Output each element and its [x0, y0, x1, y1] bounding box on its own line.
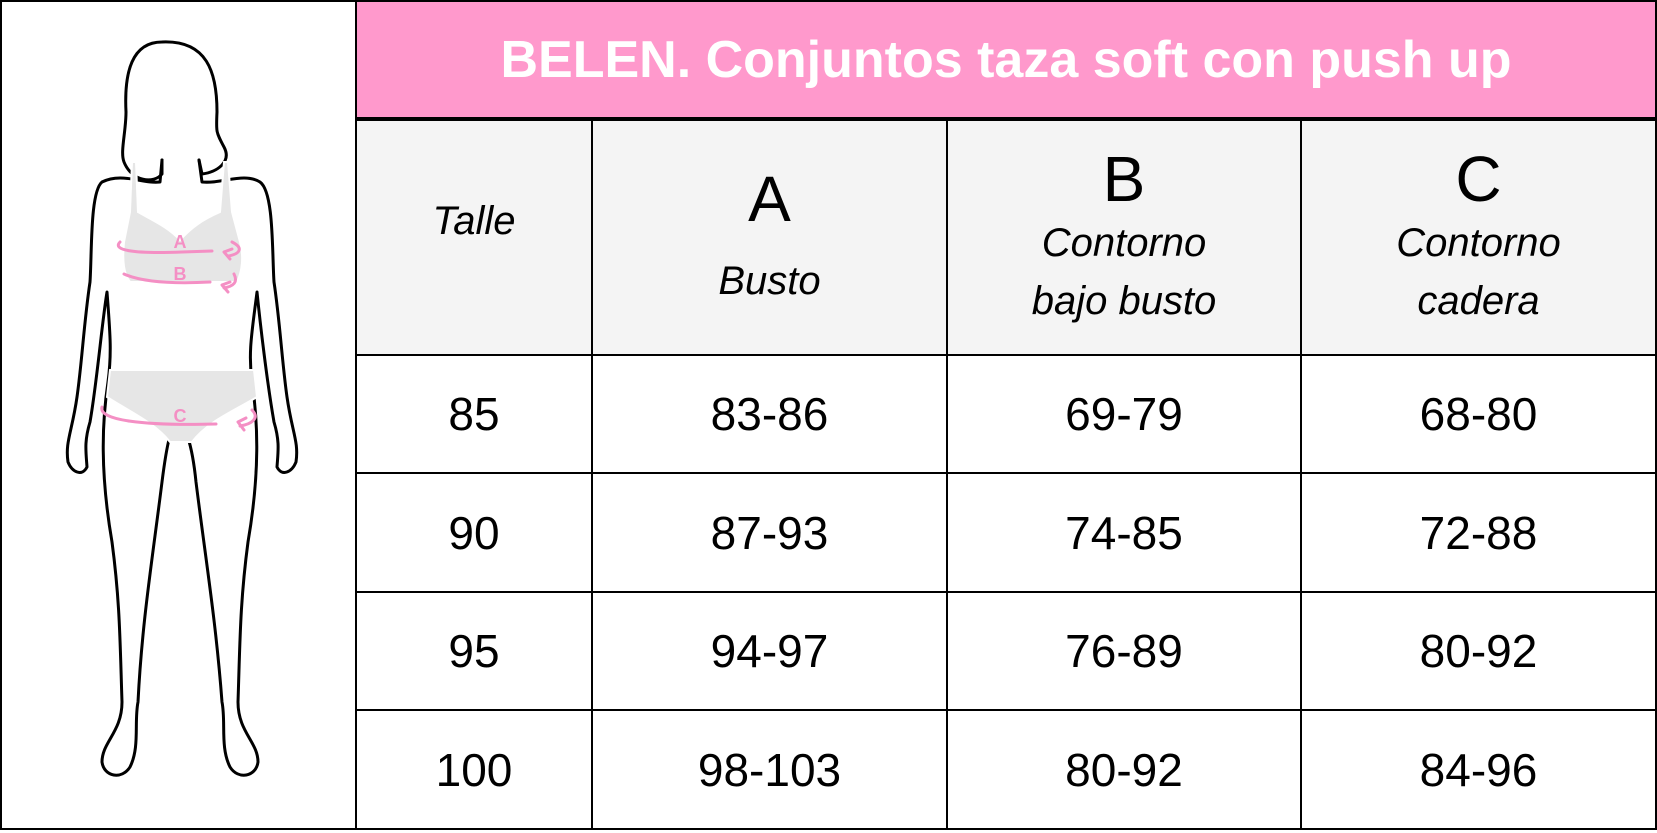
busto-cell: 98-103 [591, 709, 948, 828]
bajo-busto-cell: 76-89 [946, 590, 1302, 712]
busto-cell: 83-86 [591, 353, 948, 475]
cadera-cell: 84-96 [1300, 709, 1655, 828]
busto-cell: 87-93 [591, 472, 948, 593]
cadera-cell: 68-80 [1300, 353, 1655, 475]
column-letter: B [1102, 143, 1146, 216]
size-table: Talle A Busto B Contorno bajo busto C Co… [357, 119, 1655, 828]
column-label: Contorno [1041, 221, 1207, 266]
column-header-talle: Talle [357, 119, 593, 356]
table-row: 95 94-97 76-89 80-92 [357, 590, 1655, 712]
bajo-busto-cell: 80-92 [946, 709, 1302, 828]
column-label: cadera [1417, 279, 1540, 324]
table-row: 90 87-93 74-85 72-88 [357, 472, 1655, 593]
marker-c-label: C [174, 406, 187, 426]
column-label: bajo busto [1031, 279, 1217, 324]
column-label: Contorno [1396, 221, 1561, 266]
marker-b-label: B [174, 264, 187, 284]
column-letter: A [748, 163, 791, 236]
cadera-cell: 80-92 [1300, 590, 1655, 712]
column-label: Busto [718, 259, 821, 304]
bajo-busto-cell: 69-79 [946, 353, 1302, 475]
column-header-bajo-busto: B Contorno bajo busto [946, 119, 1302, 356]
size-cell: 100 [357, 709, 593, 828]
chart-title: BELEN. Conjuntos taza soft con push up [500, 30, 1512, 89]
column-label: Talle [432, 198, 516, 243]
cadera-cell: 72-88 [1300, 472, 1655, 593]
size-cell: 95 [357, 590, 593, 712]
table-row: 100 98-103 80-92 84-96 [357, 709, 1655, 828]
marker-a-label: A [174, 232, 187, 252]
column-header-row: Talle A Busto B Contorno bajo busto C Co… [357, 119, 1655, 356]
column-header-cadera: C Contorno cadera [1300, 119, 1655, 356]
bajo-busto-cell: 74-85 [946, 472, 1302, 593]
column-header-busto: A Busto [591, 119, 948, 356]
size-cell: 90 [357, 472, 593, 593]
column-letter: C [1455, 143, 1502, 216]
table-row: 85 83-86 69-79 68-80 [357, 353, 1655, 475]
title-bar: BELEN. Conjuntos taza soft con push up [357, 2, 1655, 119]
body-figure-panel: A B C [2, 2, 357, 828]
busto-cell: 94-97 [591, 590, 948, 712]
size-cell: 85 [357, 353, 593, 475]
body-measurement-silhouette-icon: A B C [65, 40, 299, 777]
